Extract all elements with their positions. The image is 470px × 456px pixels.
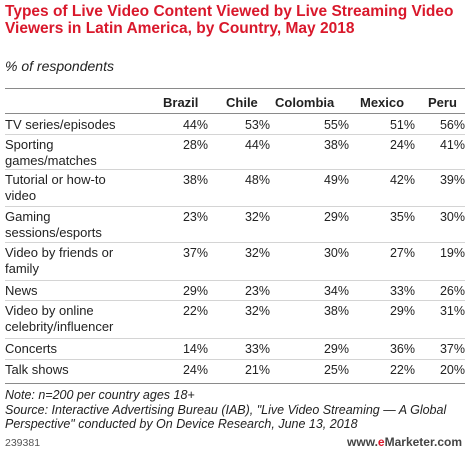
table-cell: 21%: [244, 363, 270, 377]
row-label: Sporting games/matches: [5, 137, 97, 168]
table-cell: 20%: [439, 363, 465, 377]
table-cell: 55%: [323, 118, 349, 132]
table-cell: 48%: [244, 173, 270, 187]
table-cell: 37%: [182, 246, 208, 260]
table-cell: 29%: [323, 342, 349, 356]
row-separator: [5, 206, 465, 207]
table-cell: 32%: [244, 304, 270, 318]
row-label: Concerts: [5, 341, 58, 356]
table-cell: 49%: [323, 173, 349, 187]
table-cell: 44%: [182, 118, 208, 132]
column-header: Mexico: [360, 95, 405, 110]
row-label: Talk shows: [5, 362, 69, 377]
emarketer-logo[interactable]: www.eMarketer.com: [347, 435, 462, 449]
table-cell: 26%: [439, 284, 465, 298]
table-cell: 38%: [323, 138, 349, 152]
table-cell: 24%: [182, 363, 208, 377]
row-separator: [5, 300, 465, 301]
column-header: Chile: [226, 95, 258, 110]
table-cell: 14%: [182, 342, 208, 356]
footnote: Note: n=200 per country ages 18+ Source: …: [5, 388, 447, 431]
table-cell: 30%: [439, 210, 465, 224]
chart-subtitle: % of respondents: [5, 58, 114, 74]
table-cell: 23%: [244, 284, 270, 298]
chart-title: Types of Live Video Content Viewed by Li…: [5, 3, 454, 37]
row-label: News: [5, 283, 38, 298]
table-cell: 51%: [389, 118, 415, 132]
table-cell: 39%: [439, 173, 465, 187]
row-label: Tutorial or how-to video: [5, 172, 106, 203]
table-cell: 53%: [244, 118, 270, 132]
table-cell: 29%: [323, 210, 349, 224]
table-cell: 25%: [323, 363, 349, 377]
table-cell: 19%: [439, 246, 465, 260]
header-rule: [5, 113, 465, 114]
table-cell: 36%: [389, 342, 415, 356]
table-cell: 22%: [389, 363, 415, 377]
row-separator: [5, 242, 465, 243]
bottom-rule: [5, 383, 465, 384]
table-cell: 35%: [389, 210, 415, 224]
row-separator: [5, 359, 465, 360]
row-label: TV series/episodes: [5, 117, 116, 132]
table-cell: 28%: [182, 138, 208, 152]
table-cell: 37%: [439, 342, 465, 356]
brand-name: Marketer: [384, 435, 434, 449]
table-cell: 41%: [439, 138, 465, 152]
table-cell: 42%: [389, 173, 415, 187]
table-cell: 38%: [323, 304, 349, 318]
brand-suffix: .com: [433, 435, 462, 449]
column-header: Peru: [428, 95, 457, 110]
row-label: Video by online celebrity/influencer: [5, 303, 114, 334]
column-header: Colombia: [275, 95, 335, 110]
table-cell: 44%: [244, 138, 270, 152]
row-separator: [5, 338, 465, 339]
table-cell: 30%: [323, 246, 349, 260]
row-label: Gaming sessions/esports: [5, 209, 102, 240]
row-label: Video by friends or family: [5, 245, 114, 276]
row-separator: [5, 280, 465, 281]
table-cell: 33%: [244, 342, 270, 356]
table-cell: 32%: [244, 246, 270, 260]
table-cell: 29%: [389, 304, 415, 318]
table-cell: 24%: [389, 138, 415, 152]
column-header: Brazil: [163, 95, 199, 110]
chart-id: 239381: [5, 437, 41, 449]
table-cell: 56%: [439, 118, 465, 132]
table-cell: 32%: [244, 210, 270, 224]
brand-prefix: www.: [347, 435, 378, 449]
table-cell: 23%: [182, 210, 208, 224]
table-cell: 33%: [389, 284, 415, 298]
top-rule: [5, 88, 465, 89]
table-cell: 22%: [182, 304, 208, 318]
table-cell: 31%: [439, 304, 465, 318]
brand-e: e: [377, 435, 385, 449]
row-separator: [5, 169, 465, 170]
table-cell: 34%: [323, 284, 349, 298]
table-cell: 38%: [182, 173, 208, 187]
table-cell: 29%: [182, 284, 208, 298]
row-separator: [5, 134, 465, 135]
table-cell: 27%: [389, 246, 415, 260]
